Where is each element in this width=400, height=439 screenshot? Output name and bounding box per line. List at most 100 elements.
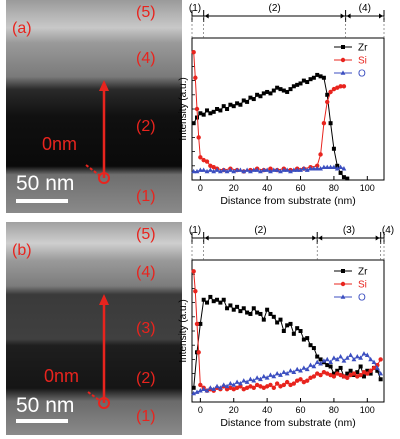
c0-point-si-8 bbox=[211, 165, 216, 170]
c0-point-zr-24 bbox=[271, 88, 276, 93]
c1-series-o bbox=[191, 351, 384, 396]
c1-legend-marker-zr bbox=[341, 269, 345, 273]
c0-point-o-13 bbox=[234, 167, 240, 172]
layer-label-b-4: (4) bbox=[136, 264, 156, 281]
c0-point-o-44 bbox=[338, 164, 343, 170]
c0-point-zr-38 bbox=[318, 74, 323, 79]
c1-point-o-4 bbox=[204, 388, 210, 393]
c1-point-zr-38 bbox=[318, 357, 323, 362]
c0-x-tick-label-1: 20 bbox=[229, 183, 239, 193]
c0-point-zr-35 bbox=[308, 77, 313, 82]
c0-region-arrow-l-2 bbox=[346, 13, 351, 19]
c1-point-si-47 bbox=[341, 374, 347, 379]
c0-point-zr-4 bbox=[205, 108, 210, 113]
c0-region-arrow-r-1 bbox=[340, 13, 345, 19]
profile-arrow-a bbox=[99, 80, 109, 91]
tem-image-a-svg bbox=[6, 0, 182, 213]
c1-point-o-7 bbox=[214, 383, 220, 389]
c0-legend-marker-zr bbox=[341, 45, 345, 49]
c1-point-o-15 bbox=[241, 378, 247, 383]
c0-point-zr-27 bbox=[281, 88, 286, 93]
c1-point-zr-25 bbox=[275, 320, 280, 325]
c0-point-o-24 bbox=[271, 167, 277, 172]
c0-point-o-15 bbox=[241, 168, 247, 174]
c1-point-zr-8 bbox=[218, 300, 223, 305]
c0-point-o-1 bbox=[194, 168, 200, 174]
c1-point-zr-50 bbox=[358, 364, 363, 369]
tem-image-b-svg bbox=[6, 222, 182, 435]
c1-point-zr-21 bbox=[261, 317, 266, 322]
c1-point-o-29 bbox=[288, 368, 293, 373]
c0-point-zr-16 bbox=[245, 99, 250, 104]
c1-point-zr-22 bbox=[265, 307, 270, 312]
c0-point-zr-22 bbox=[265, 89, 270, 94]
c1-point-si-54 bbox=[365, 371, 370, 376]
c0-point-zr-46 bbox=[345, 176, 350, 181]
c1-point-zr-16 bbox=[245, 310, 250, 315]
c0-point-o-8 bbox=[217, 168, 223, 174]
c0-point-zr-39 bbox=[321, 75, 326, 80]
c0-legend-label-o: O bbox=[358, 69, 366, 80]
c1-point-o-50 bbox=[358, 355, 364, 360]
c1-point-o-2 bbox=[197, 388, 203, 393]
c1-point-si-36 bbox=[305, 378, 310, 383]
origin-marker-a bbox=[98, 172, 110, 184]
c1-point-zr-40 bbox=[325, 363, 330, 368]
c1-point-zr-26 bbox=[278, 317, 283, 322]
c1-region-arrow-r-1 bbox=[312, 235, 317, 241]
c0-point-o-35 bbox=[308, 166, 313, 171]
c1-legend-label-zr: Zr bbox=[358, 267, 368, 278]
c0-series-line-zr bbox=[193, 74, 348, 180]
c1-point-o-28 bbox=[284, 371, 290, 376]
c0-point-o-7 bbox=[214, 167, 220, 172]
c1-point-o-49 bbox=[354, 353, 360, 359]
c1-point-o-36 bbox=[311, 363, 317, 369]
c0-point-zr-15 bbox=[241, 98, 246, 103]
layer-label-b-2: (2) bbox=[136, 370, 156, 387]
c1-point-si-2 bbox=[194, 321, 200, 327]
c1-region-label-1: (2) bbox=[254, 225, 266, 236]
zero-label-a: 0nm bbox=[42, 134, 78, 154]
c0-point-zr-40 bbox=[325, 92, 330, 97]
c1-point-si-1 bbox=[193, 289, 198, 294]
c1-point-si-33 bbox=[294, 378, 300, 383]
c1-point-si-14 bbox=[231, 387, 236, 392]
c1-region-arrow-l-1 bbox=[204, 235, 209, 241]
c1-point-si-32 bbox=[291, 381, 297, 386]
panel-label-b: (b) bbox=[12, 242, 32, 259]
c0-point-o-37 bbox=[314, 166, 320, 171]
c0-point-si-5 bbox=[201, 157, 206, 163]
c0-legend-marker-o bbox=[340, 70, 346, 75]
c0-point-zr-20 bbox=[258, 94, 263, 99]
c0-point-zr-30 bbox=[291, 84, 296, 89]
c0-point-si-32 bbox=[341, 84, 347, 89]
c0-x-tick-label-3: 60 bbox=[296, 183, 306, 193]
plot-a: (1) (2) (4) 0 20 40 60 80 100 Distance from subst… bbox=[172, 0, 398, 215]
c1-point-o-8 bbox=[217, 385, 223, 390]
c1-point-zr-0 bbox=[191, 385, 196, 390]
c0-point-o-36 bbox=[311, 166, 317, 171]
c0-point-zr-32 bbox=[298, 81, 303, 86]
c1-point-zr-20 bbox=[258, 311, 263, 316]
c0-region-label-1: (2) bbox=[269, 3, 281, 14]
c0-point-o-41 bbox=[328, 164, 333, 170]
c0-point-o-17 bbox=[248, 168, 253, 174]
c1-point-si-53 bbox=[361, 369, 367, 375]
c1-point-zr-31 bbox=[295, 326, 300, 331]
c1-point-si-39 bbox=[315, 371, 320, 376]
origin-marker-b bbox=[98, 397, 110, 409]
c1-point-zr-19 bbox=[255, 310, 260, 315]
c0-point-o-12 bbox=[231, 168, 237, 174]
c1-point-si-26 bbox=[271, 385, 277, 390]
c0-point-o-14 bbox=[238, 167, 243, 172]
c0-point-o-5 bbox=[207, 167, 213, 172]
c1-point-si-48 bbox=[345, 375, 350, 381]
c0-point-zr-44 bbox=[338, 170, 343, 175]
c0-point-zr-36 bbox=[311, 75, 316, 80]
chart-b: (1) (2) (3) (4) 0 20 40 60 80 100 Distance from su… bbox=[178, 225, 394, 429]
c0-point-zr-14 bbox=[238, 102, 243, 107]
c0-point-o-38 bbox=[318, 166, 323, 171]
c1-point-zr-5 bbox=[208, 294, 213, 299]
c1-point-o-22 bbox=[264, 375, 270, 380]
c0-point-si-6 bbox=[204, 159, 210, 164]
